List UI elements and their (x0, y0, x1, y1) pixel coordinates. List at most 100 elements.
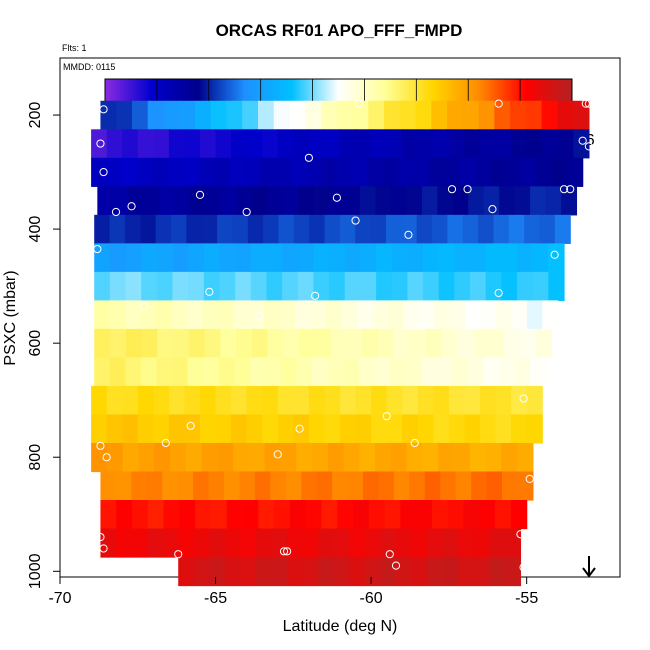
heatmap-cell (125, 243, 142, 273)
heatmap-cell (479, 500, 496, 530)
heatmap-cell (141, 271, 158, 301)
heatmap-cell (128, 186, 145, 216)
heatmap-cell (349, 528, 366, 558)
heatmap-cell (548, 271, 565, 301)
heatmap-cell (224, 557, 242, 587)
heatmap-cell (469, 442, 487, 473)
heatmap-cell (423, 243, 440, 273)
heatmap-cell (368, 500, 386, 530)
heatmap-cell (434, 300, 451, 330)
heatmap-cell (156, 300, 173, 330)
heatmap-cell (140, 214, 157, 244)
sample-point (516, 530, 525, 539)
heatmap-cell (510, 100, 527, 130)
heatmap-cell (364, 557, 382, 587)
heatmap-cell (264, 300, 281, 330)
heatmap-cell (448, 129, 466, 159)
heatmap-cell (340, 385, 357, 416)
heatmap-cell (163, 500, 180, 530)
heatmap-cell (219, 271, 236, 301)
heatmap-cell (437, 186, 454, 216)
y-tick-label: 600 (27, 330, 44, 357)
heatmap-cell (174, 186, 191, 216)
heatmap-cell (330, 328, 348, 359)
heatmap-cell (224, 471, 241, 501)
heatmap-cell (116, 500, 133, 530)
heatmap-cell (236, 328, 253, 359)
heatmap-cell (478, 100, 495, 130)
heatmap-cell (302, 528, 319, 558)
heatmap-cell (153, 129, 170, 159)
heatmap-cell (162, 528, 179, 558)
heatmap-cell (209, 528, 226, 558)
heatmap-cell (524, 214, 541, 244)
heatmap-cell (156, 357, 173, 387)
heatmap-cell (376, 271, 393, 301)
heatmap-cell (475, 157, 492, 187)
heatmap-cell (418, 300, 435, 330)
heatmap-cell (360, 186, 377, 216)
heatmap-cell (386, 129, 403, 159)
heatmap-cell (295, 300, 312, 330)
heatmap-cell (178, 528, 195, 558)
heatmap-cell (378, 328, 395, 359)
heatmap-cell (355, 129, 372, 159)
heatmap-cell (486, 471, 503, 501)
heatmap-cell (480, 300, 497, 330)
heatmap-cell (441, 328, 458, 359)
heatmap-cell (109, 357, 126, 387)
heatmap-cell (501, 271, 518, 301)
heatmap-cell (232, 214, 249, 244)
heatmap-cell (97, 186, 114, 216)
heatmap-cell (494, 100, 511, 130)
heatmap-cell (229, 157, 246, 187)
heatmap-cell (156, 271, 174, 301)
heatmap-cell (433, 129, 450, 159)
heatmap-cell (305, 500, 323, 530)
heatmap-cell (340, 414, 357, 444)
heatmap-cell (293, 385, 310, 416)
heatmap-cell (416, 214, 433, 244)
heatmap-cell (402, 385, 419, 416)
heatmap-cell (473, 557, 490, 587)
heatmap-cell (362, 328, 379, 359)
heatmap-cell (185, 442, 203, 473)
heatmap-cell (240, 557, 257, 587)
heatmap-cell (179, 500, 196, 530)
heatmap-cell (305, 100, 322, 130)
heatmap-cell (318, 528, 335, 558)
heatmap-cell (147, 528, 164, 558)
heatmap-cell (447, 500, 465, 530)
heatmap-cell (327, 442, 345, 473)
heatmap-cell (220, 328, 237, 359)
heatmap-cell (387, 300, 404, 330)
x-tick-label: -65 (204, 590, 227, 607)
heatmap-cell (94, 300, 111, 330)
heatmap-cell (498, 357, 515, 387)
heatmap-cell (100, 528, 117, 558)
heatmap-cell (91, 385, 108, 416)
heatmap-cell (200, 385, 217, 416)
heatmap-cell (215, 414, 232, 444)
heatmap-cell (402, 129, 419, 159)
heatmap-cell (231, 414, 248, 444)
heatmap-cell (262, 385, 279, 416)
heatmap-cell (542, 129, 559, 159)
heatmap-cell (371, 414, 388, 444)
heatmap-cell (508, 214, 525, 244)
heatmap-cell (407, 271, 424, 301)
heatmap-cell (94, 214, 111, 244)
heatmap-cell (427, 528, 444, 558)
sample-point (174, 550, 183, 559)
heatmap-cell (485, 271, 502, 301)
heatmap-cell (200, 129, 217, 159)
heatmap-cell (433, 414, 450, 444)
heatmap-cell (353, 500, 370, 530)
heatmap-cell (454, 442, 471, 473)
x-axis: -70 -65 -60 -55 (48, 577, 538, 607)
heatmap-cell (242, 500, 259, 530)
heatmap-cell (371, 385, 388, 416)
heatmap-cell (240, 528, 257, 558)
heatmap-cell (271, 528, 288, 558)
heatmap-cell (168, 385, 186, 416)
